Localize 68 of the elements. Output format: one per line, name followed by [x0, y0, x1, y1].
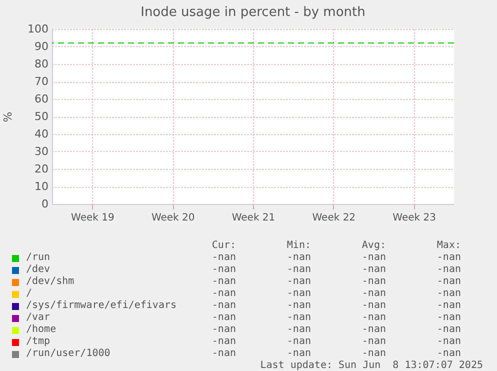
text: -nan [436, 276, 461, 288]
text: -nan [210, 348, 236, 360]
y-tick-label: 100 [28, 22, 48, 36]
x-tick-label: Week 23 [392, 212, 436, 224]
text: -nan [360, 252, 386, 264]
text: -nan [436, 324, 461, 336]
text: -nan [210, 300, 236, 312]
text: -nan [360, 288, 386, 300]
legend-label: /run [26, 252, 52, 264]
chart-title: Inode usage in percent - by month [140, 5, 366, 20]
x-tick-label: Week 19 [71, 212, 114, 224]
text: -nan [210, 252, 236, 264]
text: -nan [436, 252, 461, 264]
y-tick-label: 60 [34, 92, 48, 106]
legend-label: /home [26, 324, 58, 336]
text: -nan [286, 300, 311, 312]
text: -nan [360, 324, 386, 336]
text: -nan [210, 324, 236, 336]
text: -nan [360, 264, 386, 276]
text: -nan [360, 348, 386, 360]
text: -nan [210, 288, 236, 300]
y-tick-label: 40 [34, 128, 48, 140]
text: Last update: Sun Jun 8 13:07:07 2025 [259, 360, 483, 371]
text: -nan [210, 276, 236, 288]
legend-label: / [26, 288, 34, 300]
text: -nan [286, 264, 311, 276]
y-tick-label: 20 [34, 162, 48, 176]
legend-label: /dev [26, 264, 52, 276]
text: -nan [286, 252, 311, 264]
legend-label: /run/user/1000 [26, 348, 112, 360]
y-tick-label: 0 [42, 198, 48, 210]
text: -nan [360, 312, 386, 324]
text: -nan [360, 336, 386, 348]
text: Cur: [210, 240, 236, 252]
text: -nan [436, 312, 461, 324]
text: Avg: [360, 240, 386, 252]
text: -nan [286, 288, 311, 300]
text: -nan [210, 312, 236, 324]
text: -nan [210, 264, 236, 276]
x-tick-label: Week 21 [232, 212, 276, 224]
legend-label: /dev/shm [26, 276, 76, 288]
x-tick-label: Week 22 [312, 212, 356, 224]
legend-label: /var [26, 312, 52, 324]
text: -nan [436, 264, 461, 276]
y-tick-label: 70 [34, 75, 48, 88]
text: -nan [286, 276, 311, 288]
y-tick-label: 10 [34, 180, 48, 193]
text: -nan [436, 348, 461, 360]
text: -nan [360, 276, 386, 288]
text: -nan [286, 312, 311, 324]
y-tick-label: 80 [34, 58, 48, 70]
text: -nan [210, 336, 236, 348]
text: Max: [436, 240, 461, 252]
text: -nan [286, 348, 311, 360]
y-tick-label: 90 [34, 40, 48, 53]
y-tick-label: 30 [34, 145, 48, 158]
text: Min: [286, 240, 311, 252]
text: -nan [360, 300, 386, 312]
text: -nan [436, 288, 461, 300]
y-axis-title: % [2, 112, 15, 122]
text: -nan [436, 300, 461, 312]
text: -nan [286, 324, 311, 336]
legend-label: /tmp [26, 336, 52, 348]
y-tick-label: 50 [34, 110, 48, 123]
text: -nan [286, 336, 311, 348]
x-tick-label: Week 20 [151, 212, 195, 224]
legend-label: /sys/firmware/efi/efivars [26, 300, 177, 312]
text: -nan [436, 336, 461, 348]
